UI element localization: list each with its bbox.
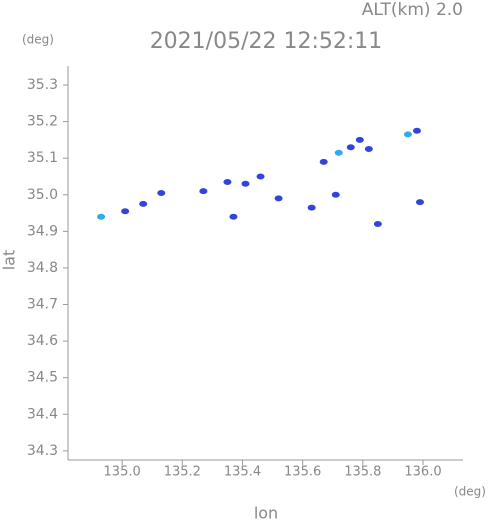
echo	[274, 195, 283, 202]
y-tick-label: 34.5	[27, 370, 58, 386]
y-tick-label: 34.3	[27, 443, 58, 459]
x-unit: (deg)	[454, 485, 486, 499]
echo	[331, 191, 340, 198]
echo	[334, 149, 343, 156]
echo	[241, 180, 250, 187]
x-tick-label: 135.2	[164, 465, 201, 480]
echo	[97, 213, 106, 220]
y-tick-label: 35.1	[27, 150, 58, 166]
echo	[121, 208, 130, 215]
x-tick-label: 136.0	[404, 465, 441, 480]
echo	[346, 144, 355, 151]
echo	[307, 204, 316, 211]
y-unit: (deg)	[22, 33, 54, 47]
echo	[355, 136, 364, 143]
echo	[256, 173, 265, 180]
echo	[139, 200, 148, 207]
y-tick-label: 35.0	[27, 187, 58, 203]
echo	[373, 221, 382, 228]
echo	[229, 213, 238, 220]
echo	[223, 178, 232, 185]
y-tick-label: 34.8	[27, 260, 58, 276]
echo	[319, 158, 328, 165]
y-tick-label: 34.9	[27, 223, 58, 239]
x-tick-label: 135.4	[224, 465, 261, 480]
y-tick-label: 34.7	[27, 297, 58, 313]
altitude: ALT(km) 2.0	[362, 0, 463, 20]
echo	[403, 131, 412, 138]
echo	[199, 188, 208, 195]
chart-title: 2021/05/22 12:52:11	[150, 29, 383, 54]
echo	[415, 199, 424, 206]
x-axis-label: lon	[254, 504, 278, 522]
y-tick-label: 35.3	[27, 77, 58, 93]
y-tick-label: 34.4	[27, 406, 58, 422]
x-tick-label: 135.6	[284, 465, 321, 480]
y-tick-label: 35.2	[27, 114, 58, 130]
y-axis-label: lat	[0, 250, 19, 271]
echo	[364, 146, 373, 153]
x-tick-label: 135.8	[344, 465, 381, 480]
echo	[157, 189, 166, 196]
x-tick-label: 135.0	[104, 465, 141, 480]
echo	[412, 127, 421, 134]
y-tick-label: 34.6	[27, 333, 58, 349]
